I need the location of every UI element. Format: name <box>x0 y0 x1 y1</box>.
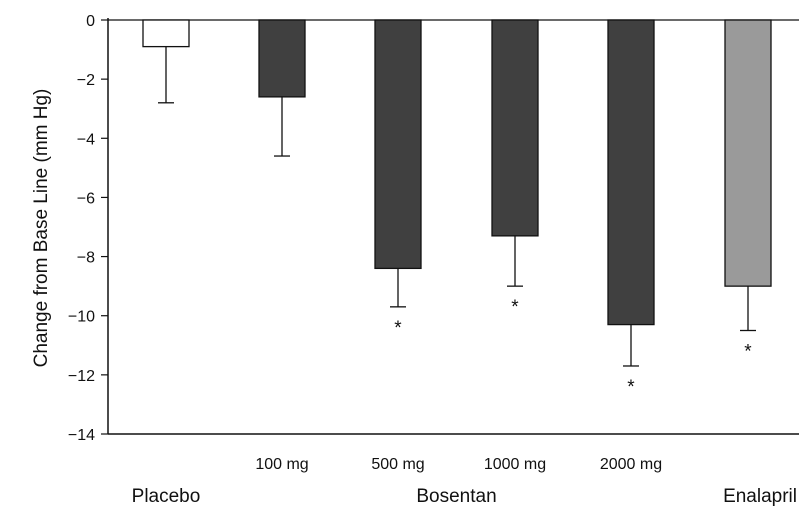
y-tick-label: −12 <box>68 368 95 385</box>
dose-label: 100 mg <box>255 456 308 473</box>
significance-marker: * <box>744 342 752 363</box>
bar-2 <box>258 19 306 98</box>
significance-marker: * <box>394 318 402 339</box>
group-label: Enalapril <box>723 486 797 507</box>
y-axis: 0 −2 −4 −6 −8 −10 −12 −14 <box>68 13 799 444</box>
bar-4 <box>491 19 539 237</box>
y-tick-label: −10 <box>68 309 95 326</box>
dose-label: 500 mg <box>371 456 424 473</box>
y-tick-label: −6 <box>77 190 95 207</box>
x-axis-labels: 100 mg 500 mg 1000 mg 2000 mg Placebo Bosenta… <box>132 456 797 507</box>
y-tick-label: 0 <box>86 13 95 30</box>
bar-1 <box>142 19 190 48</box>
bar-3 <box>374 19 422 270</box>
dose-label: 2000 mg <box>600 456 662 473</box>
y-tick-label: −14 <box>68 427 95 444</box>
group-label: Bosentan <box>416 486 496 507</box>
bars: * * * * <box>142 19 772 398</box>
y-tick-label: −4 <box>77 131 95 148</box>
bar-5 <box>607 19 655 326</box>
significance-marker: * <box>627 377 635 398</box>
bar-6 <box>724 19 772 287</box>
significance-marker: * <box>511 297 519 318</box>
y-axis-label: Change from Base Line (mm Hg) <box>31 89 52 368</box>
y-tick-label: −8 <box>77 250 95 267</box>
group-label: Placebo <box>132 486 201 507</box>
y-tick-label: −2 <box>77 72 95 89</box>
dose-label: 1000 mg <box>484 456 546 473</box>
